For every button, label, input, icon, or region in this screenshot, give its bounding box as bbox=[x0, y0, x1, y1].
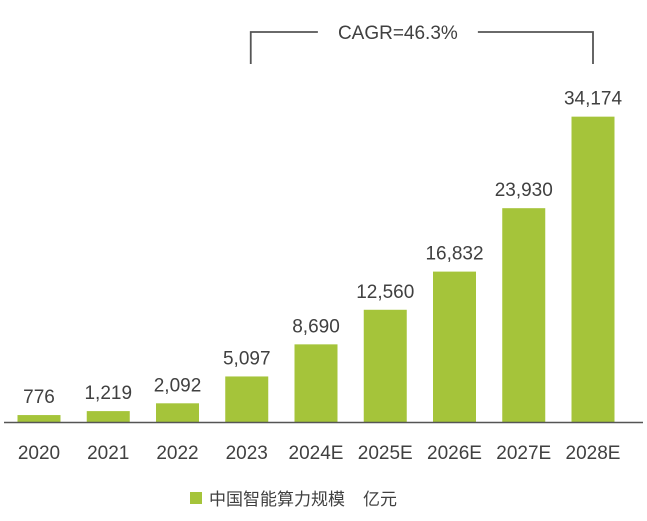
data-label-2023: 5,097 bbox=[223, 348, 271, 369]
cagr-bracket-right bbox=[477, 31, 594, 64]
legend-series-label: 中国智能算力规模 bbox=[209, 490, 345, 509]
x-tick-labels: 2020 2021 2022 2023 2024E 2025E 2026E 2027E 2028… bbox=[18, 443, 621, 464]
x-tick-2022: 2022 bbox=[156, 443, 198, 464]
legend-swatch bbox=[190, 491, 202, 504]
x-tick-2027E: 2027E bbox=[496, 443, 551, 464]
x-tick-2024E: 2024E bbox=[289, 443, 344, 464]
bar-2025E bbox=[363, 309, 407, 422]
x-tick-2026E: 2026E bbox=[427, 443, 482, 464]
bar-2024E bbox=[294, 344, 338, 422]
x-tick-2025E: 2025E bbox=[358, 443, 413, 464]
legend-unit-label: 亿元 bbox=[363, 490, 397, 509]
cagr-label: CAGR=46.3% bbox=[338, 23, 458, 44]
data-label-2022: 2,092 bbox=[154, 375, 202, 396]
cagr-bracket-left bbox=[249, 31, 318, 64]
x-tick-2028E: 2028E bbox=[566, 443, 621, 464]
bar-2020 bbox=[17, 415, 61, 422]
data-label-2025E: 12,560 bbox=[356, 282, 414, 303]
data-label-2028E: 34,174 bbox=[564, 89, 623, 110]
x-tick-2020: 2020 bbox=[18, 443, 60, 464]
data-label-2026E: 16,832 bbox=[425, 244, 483, 265]
data-labels: 776 1,219 2,092 5,097 8,690 12,560 16,832 23,93… bbox=[23, 89, 622, 408]
bar-2023 bbox=[225, 376, 269, 422]
x-tick-2021: 2021 bbox=[87, 443, 129, 464]
bar-2021 bbox=[86, 411, 130, 422]
data-label-2020: 776 bbox=[23, 387, 55, 408]
x-tick-2023: 2023 bbox=[226, 443, 268, 464]
legend: 中国智能算力规模 亿元 bbox=[190, 485, 397, 510]
data-label-2027E: 23,930 bbox=[495, 180, 553, 201]
data-label-2021: 1,219 bbox=[84, 383, 132, 404]
bar-2027E bbox=[502, 208, 546, 422]
bar-2026E bbox=[433, 271, 476, 422]
cagr-annotation: CAGR=46.3% bbox=[249, 23, 594, 64]
bar-2022 bbox=[156, 403, 199, 422]
bar-2028E bbox=[571, 116, 615, 423]
bars bbox=[17, 116, 615, 423]
data-label-2024E: 8,690 bbox=[292, 316, 340, 337]
